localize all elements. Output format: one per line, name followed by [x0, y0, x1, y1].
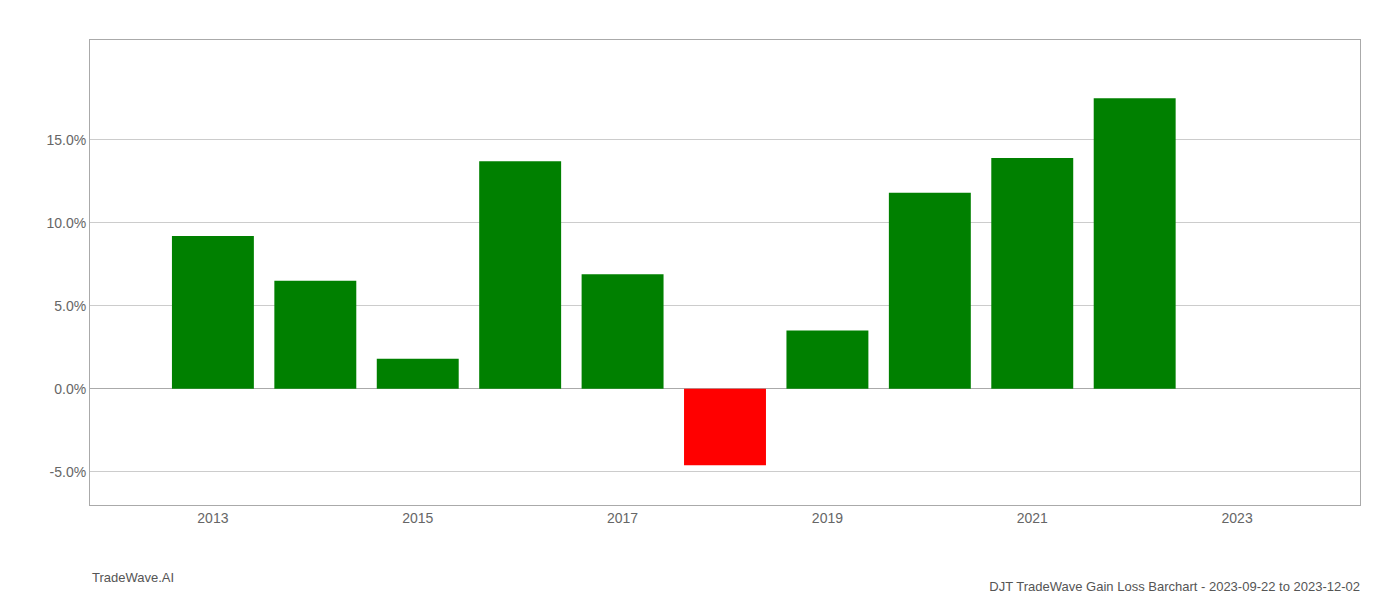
svg-text:10.0%: 10.0% [46, 215, 86, 231]
svg-text:2023: 2023 [1222, 510, 1253, 526]
svg-text:2015: 2015 [402, 510, 433, 526]
svg-text:5.0%: 5.0% [54, 298, 86, 314]
svg-text:2021: 2021 [1017, 510, 1048, 526]
svg-text:TradeWave.AI: TradeWave.AI [92, 570, 174, 585]
svg-text:0.0%: 0.0% [54, 381, 86, 397]
svg-text:-5.0%: -5.0% [50, 464, 87, 480]
svg-text:DJT TradeWave Gain Loss Barcha: DJT TradeWave Gain Loss Barchart - 2023-… [989, 579, 1360, 594]
svg-text:2013: 2013 [197, 510, 228, 526]
svg-text:15.0%: 15.0% [46, 132, 86, 148]
svg-text:2017: 2017 [607, 510, 638, 526]
svg-text:2019: 2019 [812, 510, 843, 526]
